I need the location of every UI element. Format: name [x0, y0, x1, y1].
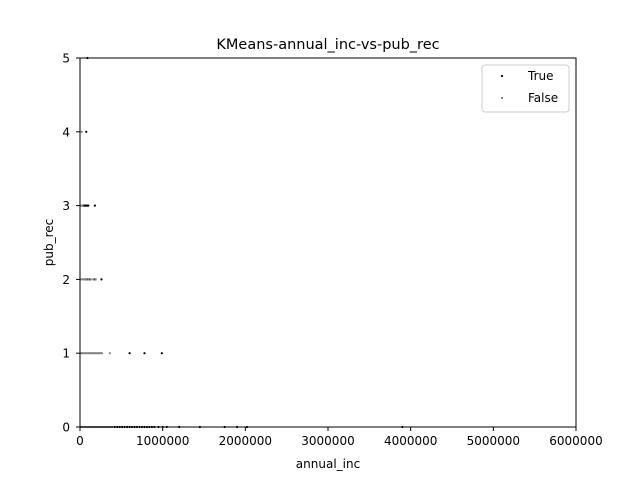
chart-title: KMeans-annual_inc-vs-pub_rec	[216, 37, 439, 53]
data-point	[92, 278, 95, 281]
x-tick-label: 3000000	[301, 434, 354, 448]
y-tick-label: 5	[62, 52, 70, 66]
data-point	[81, 278, 84, 281]
x-axis-label: annual_inc	[296, 457, 360, 471]
data-point	[100, 352, 104, 355]
data-point	[128, 352, 131, 355]
data-point	[100, 278, 103, 281]
x-tick-label: 1000000	[136, 434, 189, 448]
data-point	[108, 352, 111, 355]
legend-marker-false	[500, 96, 504, 100]
data-point	[94, 278, 97, 281]
y-tick-label: 4	[62, 125, 70, 139]
x-tick-label: 6000000	[549, 434, 602, 448]
data-point	[89, 278, 92, 281]
data-point	[87, 204, 90, 207]
y-axis-label: pub_rec	[42, 219, 56, 267]
y-tick-label: 1	[62, 347, 70, 361]
legend-label-true: True	[527, 69, 554, 83]
x-tick-label: 4000000	[384, 434, 437, 448]
data-point	[81, 204, 84, 207]
y-tick-label: 2	[62, 273, 70, 287]
x-tick-label: 2000000	[219, 434, 272, 448]
data-point	[84, 278, 87, 281]
points-layer	[79, 56, 404, 429]
y-tick-label: 0	[62, 421, 70, 435]
legend-marker-true	[500, 74, 504, 78]
data-point	[80, 130, 83, 133]
data-point	[83, 278, 86, 281]
data-point	[93, 204, 96, 207]
x-tick-label: 0	[76, 434, 84, 448]
y-tick-label: 3	[62, 199, 70, 213]
data-point	[160, 352, 163, 355]
data-point	[85, 130, 88, 133]
ticks-layer: 0 1000000 2000000 3000000 4000000 5000000 6000…	[62, 52, 602, 449]
x-tick-label: 5000000	[467, 434, 520, 448]
legend: True False	[481, 64, 570, 113]
legend-label-false: False	[528, 91, 558, 105]
data-point	[87, 278, 90, 281]
legend-box	[481, 64, 570, 113]
data-point	[143, 352, 146, 355]
